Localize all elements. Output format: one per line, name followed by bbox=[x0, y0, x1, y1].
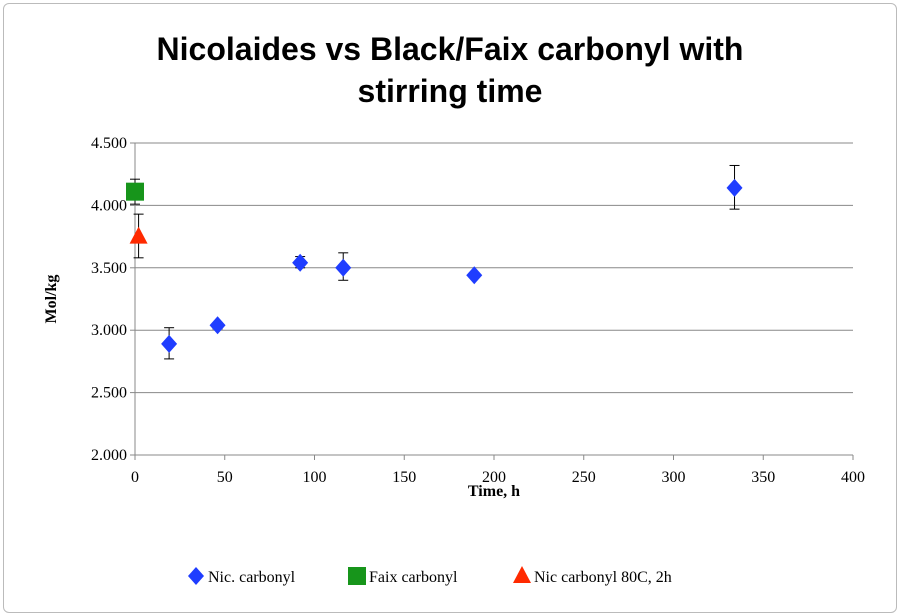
chart-frame bbox=[3, 3, 897, 613]
x-tick-label: 250 bbox=[572, 469, 596, 486]
data-point bbox=[466, 266, 483, 285]
x-tick-label: 200 bbox=[482, 469, 506, 486]
y-tick-label: 3.000 bbox=[91, 322, 127, 339]
x-tick-label: 300 bbox=[662, 469, 686, 486]
x-tick-label: 350 bbox=[751, 469, 775, 486]
y-tick-label: 2.000 bbox=[91, 447, 127, 464]
legend-marker bbox=[513, 566, 531, 583]
data-point bbox=[129, 226, 148, 244]
chart-title-line: Nicolaides vs Black/Faix carbonyl with bbox=[157, 31, 744, 67]
x-tick-label: 150 bbox=[392, 469, 416, 486]
chart-title-line: stirring time bbox=[358, 73, 543, 109]
legend-label: Nic carbonyl 80C, 2h bbox=[534, 569, 672, 586]
x-tick-label: 100 bbox=[303, 469, 327, 486]
y-tick-label: 3.500 bbox=[91, 260, 127, 277]
legend-label: Nic. carbonyl bbox=[208, 569, 296, 586]
x-tick-label: 50 bbox=[217, 469, 233, 486]
y-axis-label: Mol/kg bbox=[43, 275, 60, 324]
x-tick-label: 400 bbox=[841, 469, 865, 486]
legend-marker bbox=[348, 567, 366, 585]
data-point bbox=[161, 334, 178, 353]
y-tick-label: 4.500 bbox=[91, 135, 127, 152]
legend-label: Faix carbonyl bbox=[369, 569, 458, 586]
data-point bbox=[726, 178, 743, 197]
data-point bbox=[209, 316, 226, 335]
data-point bbox=[292, 253, 309, 272]
y-tick-label: 4.000 bbox=[91, 197, 127, 214]
data-point bbox=[335, 258, 352, 277]
y-tick-label: 2.500 bbox=[91, 385, 127, 402]
x-axis-label: Time, h bbox=[468, 483, 520, 500]
legend-marker bbox=[188, 567, 204, 585]
x-tick-label: 0 bbox=[131, 469, 139, 486]
data-point bbox=[126, 182, 144, 201]
